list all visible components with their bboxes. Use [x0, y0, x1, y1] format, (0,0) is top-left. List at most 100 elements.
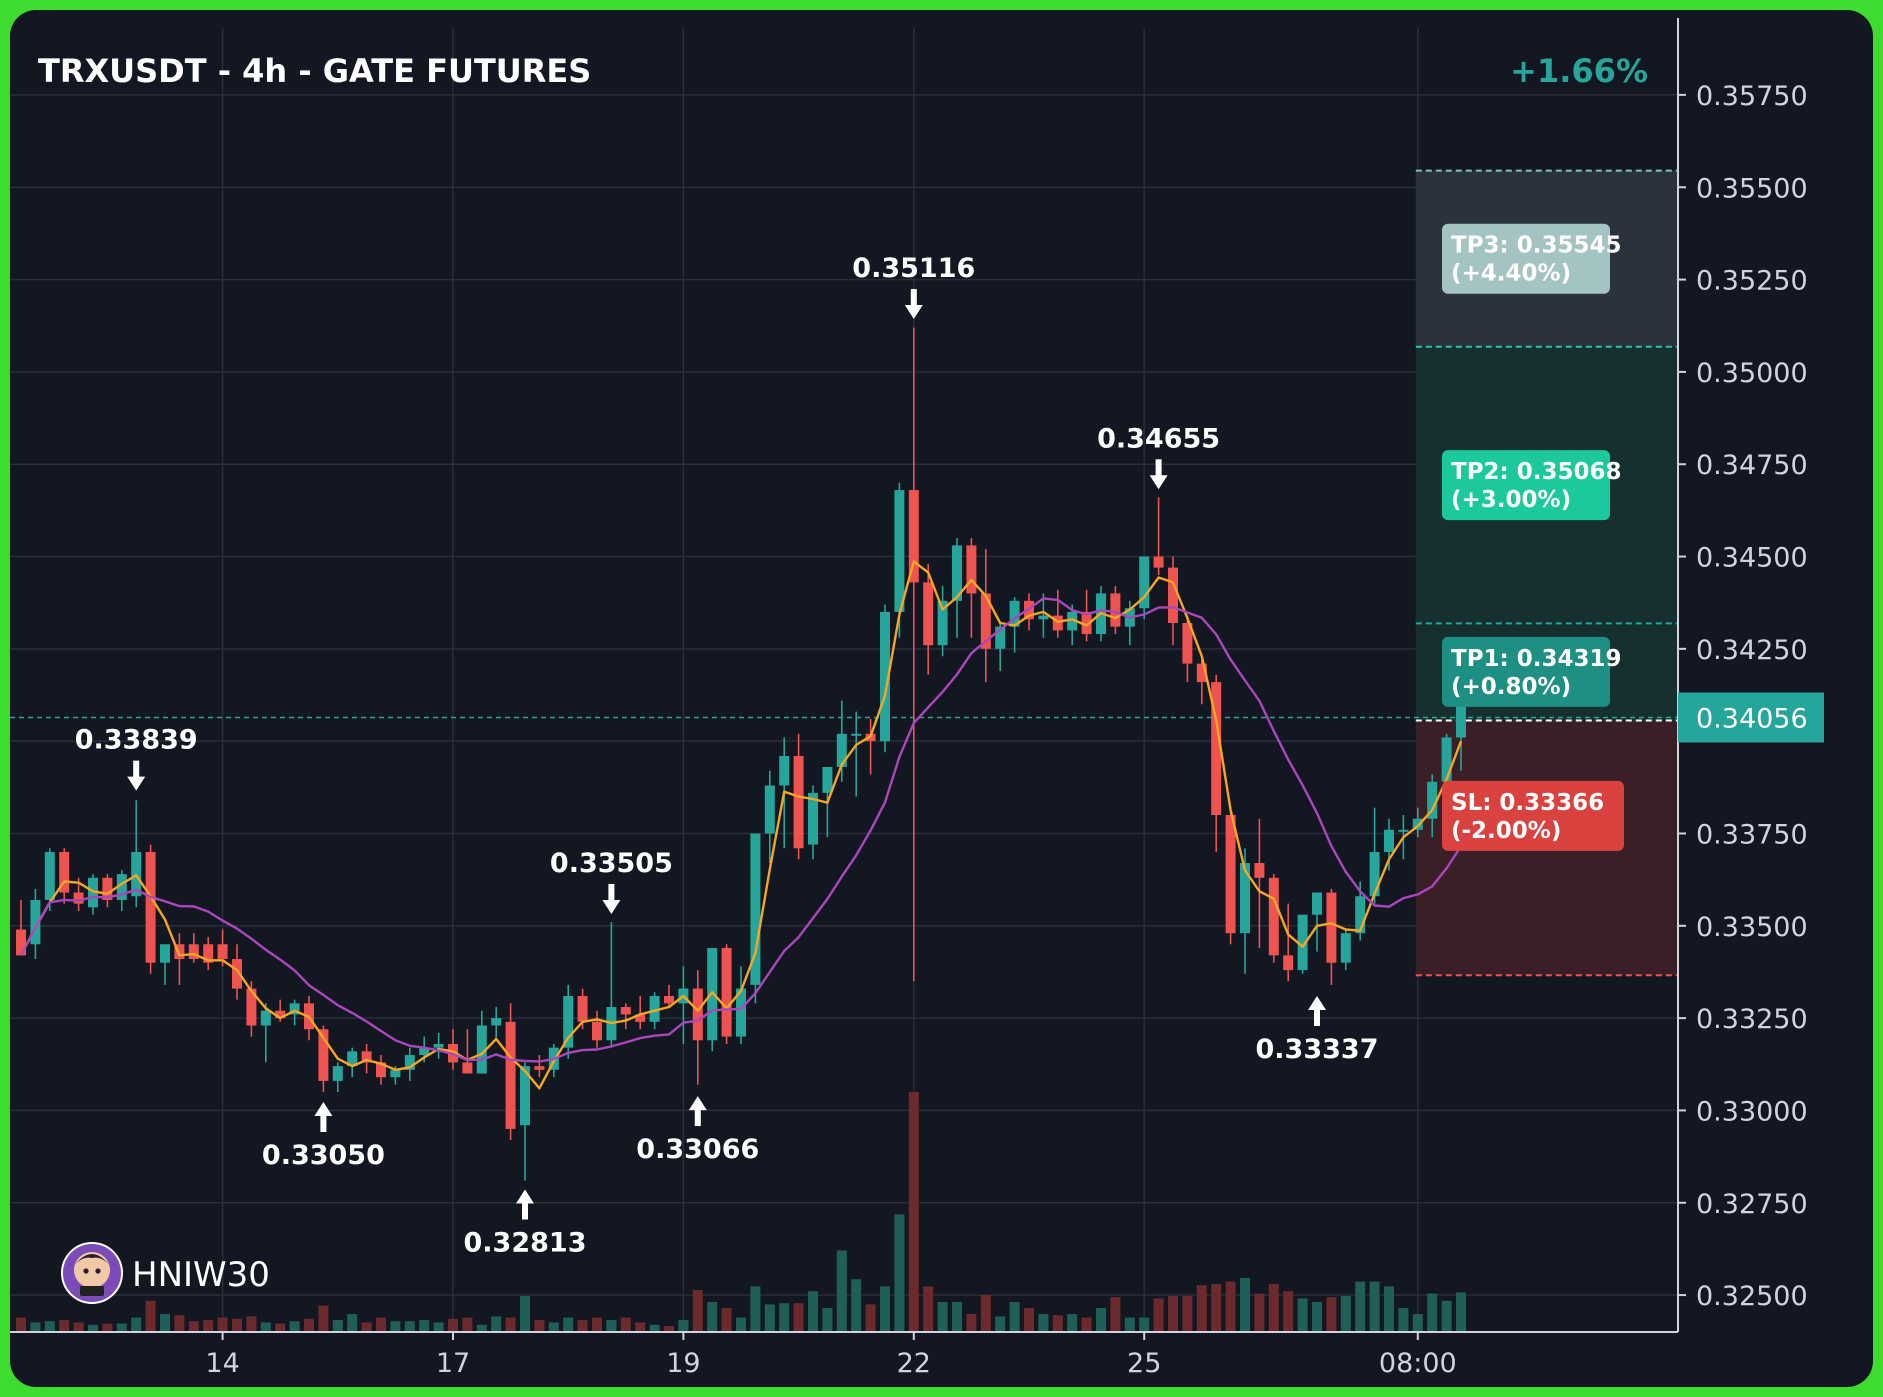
candle[interactable] — [635, 995, 646, 1030]
candle-body — [1326, 892, 1337, 963]
candle[interactable] — [1369, 807, 1380, 904]
candle[interactable] — [937, 586, 948, 657]
candle[interactable] — [1196, 659, 1207, 705]
candle[interactable] — [880, 604, 890, 753]
candle[interactable] — [966, 538, 977, 638]
candle[interactable] — [1168, 556, 1178, 646]
candle[interactable] — [505, 1003, 516, 1140]
candle[interactable] — [1110, 586, 1121, 635]
candle[interactable] — [664, 984, 674, 1008]
candle[interactable] — [1052, 589, 1063, 638]
candle[interactable] — [174, 933, 185, 985]
candle[interactable] — [1384, 818, 1394, 871]
swing-price-label: 0.32813 — [464, 1227, 587, 1258]
candle[interactable] — [750, 833, 761, 1004]
y-tick-label: 0.35750 — [1696, 81, 1808, 112]
candle[interactable] — [1211, 674, 1222, 852]
candle[interactable] — [1456, 696, 1466, 771]
candle[interactable] — [16, 899, 26, 956]
volume-bar — [520, 1296, 530, 1332]
candle[interactable] — [188, 933, 199, 963]
candle[interactable] — [606, 922, 617, 1048]
candle[interactable] — [318, 1025, 329, 1092]
candle[interactable] — [1038, 593, 1049, 638]
price-chart[interactable]: 0.33839 0.33050 0.32813 0.33505 0.33066 0.351… — [10, 10, 1873, 1387]
candle[interactable] — [1254, 818, 1265, 948]
arrow-down-icon — [127, 776, 146, 791]
candle[interactable] — [1081, 589, 1092, 642]
candle[interactable] — [520, 1062, 530, 1181]
candle[interactable] — [332, 1062, 343, 1092]
candle[interactable] — [433, 1032, 444, 1059]
arrow-shaft — [133, 760, 140, 779]
candle[interactable] — [534, 1055, 545, 1078]
price-axis[interactable]: 0.32500 0.32750 0.33000 0.33250 0.33500 0.337… — [10, 18, 1824, 1379]
candle[interactable] — [908, 327, 919, 982]
watermark-username: HNIW30 — [132, 1255, 270, 1295]
candle[interactable] — [491, 1007, 502, 1041]
candle[interactable] — [1412, 807, 1423, 838]
candle[interactable] — [376, 1055, 386, 1085]
candle[interactable] — [592, 1010, 602, 1048]
candle[interactable] — [1153, 497, 1164, 575]
tp3-label-bg — [1442, 223, 1610, 294]
candle[interactable] — [448, 1029, 458, 1070]
candle-body — [692, 988, 703, 1041]
candle[interactable] — [620, 1003, 631, 1030]
candle[interactable] — [1225, 807, 1236, 945]
candle[interactable] — [1139, 556, 1150, 620]
volume-bar — [116, 1323, 127, 1332]
candle[interactable] — [59, 848, 70, 904]
candle[interactable] — [476, 1010, 487, 1074]
candle[interactable] — [1268, 874, 1279, 963]
volume-bar — [1211, 1284, 1222, 1332]
candle[interactable] — [1312, 892, 1322, 952]
candle[interactable] — [160, 944, 170, 985]
y-tick-label: 0.33500 — [1696, 912, 1808, 943]
candle[interactable] — [563, 984, 574, 1059]
candle-body — [1254, 863, 1265, 878]
candle[interactable] — [289, 999, 300, 1026]
candle[interactable] — [707, 947, 718, 1052]
candle[interactable] — [822, 767, 833, 838]
candle[interactable] — [347, 1047, 358, 1078]
candle-body — [1340, 933, 1351, 963]
candle[interactable] — [361, 1043, 372, 1074]
candle[interactable] — [30, 888, 41, 960]
candle[interactable] — [1326, 888, 1337, 985]
candle[interactable] — [736, 966, 746, 1044]
candle[interactable] — [721, 944, 732, 1044]
candles[interactable] — [16, 327, 1466, 1181]
swing-annotation: 0.34655 — [1097, 423, 1220, 490]
candle[interactable] — [102, 874, 113, 908]
candle[interactable] — [678, 966, 689, 1044]
current-price-tag[interactable] — [1678, 692, 1824, 743]
volume-bar — [361, 1322, 372, 1332]
candle[interactable] — [1283, 903, 1294, 982]
candle[interactable] — [88, 874, 98, 915]
candle[interactable] — [462, 1029, 473, 1074]
candle[interactable] — [764, 770, 775, 864]
candle[interactable] — [836, 700, 847, 782]
candle[interactable] — [980, 549, 991, 683]
candle[interactable] — [1340, 929, 1351, 971]
candle[interactable] — [851, 711, 862, 797]
candle[interactable] — [952, 538, 962, 638]
candle-body — [1009, 600, 1020, 627]
candle[interactable] — [692, 970, 703, 1085]
candle[interactable] — [1427, 774, 1438, 838]
candle-body — [966, 545, 977, 594]
candle[interactable] — [404, 1047, 415, 1081]
candle-body — [462, 1062, 473, 1074]
candle[interactable] — [808, 785, 818, 860]
candle[interactable] — [203, 936, 214, 971]
volume-bar — [419, 1320, 430, 1332]
candle[interactable] — [145, 844, 156, 974]
candle[interactable] — [1182, 615, 1193, 683]
candle[interactable] — [260, 1003, 271, 1063]
candle[interactable] — [116, 870, 127, 912]
swing-annotation: 0.33337 — [1256, 995, 1378, 1065]
volume-bar — [275, 1323, 286, 1332]
volume-bar — [649, 1324, 660, 1332]
candle[interactable] — [923, 563, 934, 675]
